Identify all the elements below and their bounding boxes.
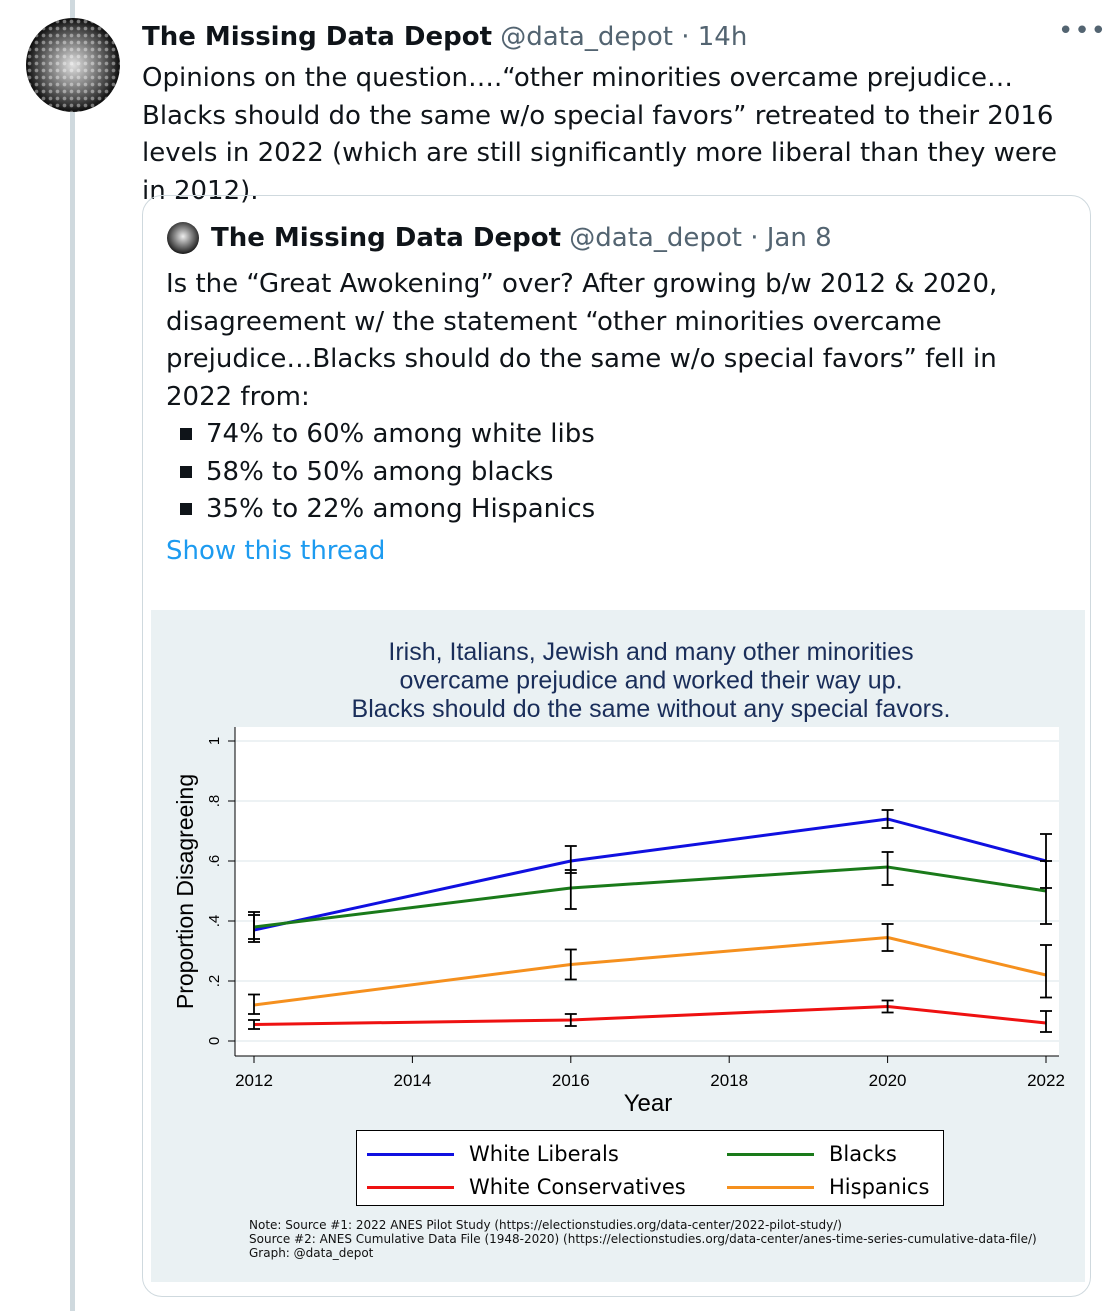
quoted-author-name: The Missing Data Depot — [211, 223, 562, 253]
x-tick-label: 2014 — [393, 1071, 431, 1090]
tweet-header: The Missing Data Depot @data_depot · 14h — [142, 20, 747, 54]
x-axis-label: Year — [624, 1090, 673, 1117]
note-line: Graph: @data_depot — [249, 1246, 374, 1260]
quoted-author-avatar — [167, 222, 199, 254]
bullet-square-icon — [180, 503, 192, 515]
tweet-time[interactable]: 14h — [697, 22, 748, 52]
y-tick-label: .2 — [206, 975, 223, 988]
x-tick-label: 2012 — [235, 1071, 273, 1090]
bullet-square-icon — [180, 465, 192, 478]
legend-swatch-white-liberals — [367, 1153, 454, 1156]
quoted-tweet-header: The Missing Data Depot @data_depot · Jan… — [211, 220, 832, 256]
line-chart: Irish, Italians, Jewish and many other m… — [172, 638, 1065, 1117]
legend-label-white-conservatives: White Conservatives — [469, 1175, 686, 1199]
series-line-white-liberals — [253, 817, 1047, 932]
chart-legend: White Liberals Blacks White Conservative… — [356, 1130, 944, 1206]
header-separator: · — [681, 22, 690, 52]
legend-label-white-liberals: White Liberals — [469, 1142, 619, 1166]
legend-swatch-blacks — [727, 1153, 814, 1156]
legend-label-hispanics: Hispanics — [829, 1175, 930, 1199]
quoted-tweet-bullet-list: 74% to 60% among white libs 58% to 50% a… — [166, 416, 1066, 529]
legend-label-blacks: Blacks — [829, 1142, 897, 1166]
bullet-text: 58% to 50% among blacks — [206, 456, 554, 487]
legend-swatch-white-conservatives — [367, 1186, 454, 1189]
legend-swatch-hispanics — [727, 1186, 814, 1189]
quoted-tweet-text: Is the “Great Awokening” over? After gro… — [166, 269, 998, 412]
quoted-author-handle: @data_depot — [569, 223, 742, 253]
x-tick-label: 2022 — [1027, 1071, 1065, 1090]
y-tick-label: .8 — [206, 795, 223, 808]
chart-title-line: Irish, Italians, Jewish and many other m… — [388, 638, 913, 666]
y-tick-label: .6 — [206, 855, 223, 868]
list-item: 35% to 22% among Hispanics — [166, 491, 1066, 529]
series-line-white-conservatives — [253, 1004, 1047, 1026]
bullet-square-icon — [180, 428, 192, 440]
author-avatar[interactable] — [26, 18, 120, 112]
series-line-blacks — [253, 865, 1047, 929]
x-tick-label: 2018 — [710, 1071, 748, 1090]
bullet-text: 35% to 22% among Hispanics — [206, 494, 596, 524]
note-line: Note: Source #1: 2022 ANES Pilot Study (… — [249, 1218, 842, 1232]
thread-connector-line — [70, 0, 75, 1311]
y-axis-label: Proportion Disagreeing — [172, 774, 198, 1009]
series-line-hispanics — [253, 935, 1047, 1007]
more-horizontal-icon[interactable]: ••• — [1058, 16, 1108, 46]
chart-image[interactable]: Irish, Italians, Jewish and many other m… — [151, 610, 1085, 1282]
chart-title-line: overcame prejudice and worked their way … — [399, 667, 902, 695]
bullet-text: 74% to 60% among white libs — [206, 419, 595, 449]
list-item: 74% to 60% among white libs — [166, 416, 1066, 454]
quoted-tweet-card[interactable]: The Missing Data Depot @data_depot · Jan… — [142, 195, 1091, 1297]
quoted-tweet-date: Jan 8 — [766, 223, 832, 253]
author-name[interactable]: The Missing Data Depot — [142, 22, 493, 52]
y-tick-label: .4 — [206, 915, 223, 928]
tweet-text: Opinions on the question….“other minorit… — [142, 63, 1058, 206]
y-tick-label: 0 — [206, 1037, 223, 1045]
chart-source-note: Note: Source #1: 2022 ANES Pilot Study (… — [249, 1218, 1037, 1260]
y-tick-label: 1 — [206, 737, 223, 745]
show-thread-link[interactable]: Show this thread — [166, 536, 386, 566]
quoted-tweet-text-block: Is the “Great Awokening” over? After gro… — [166, 266, 1066, 529]
quoted-header-separator: · — [750, 223, 759, 253]
x-tick-label: 2016 — [552, 1071, 590, 1090]
note-line: Source #2: ANES Cumulative Data File (19… — [249, 1232, 1037, 1246]
list-item: 58% to 50% among blacks — [166, 454, 1066, 492]
chart-title-line: Blacks should do the same without any sp… — [352, 695, 951, 723]
x-tick-label: 2020 — [869, 1071, 907, 1090]
author-handle[interactable]: @data_depot — [500, 22, 673, 52]
plot-area — [235, 727, 1059, 1056]
